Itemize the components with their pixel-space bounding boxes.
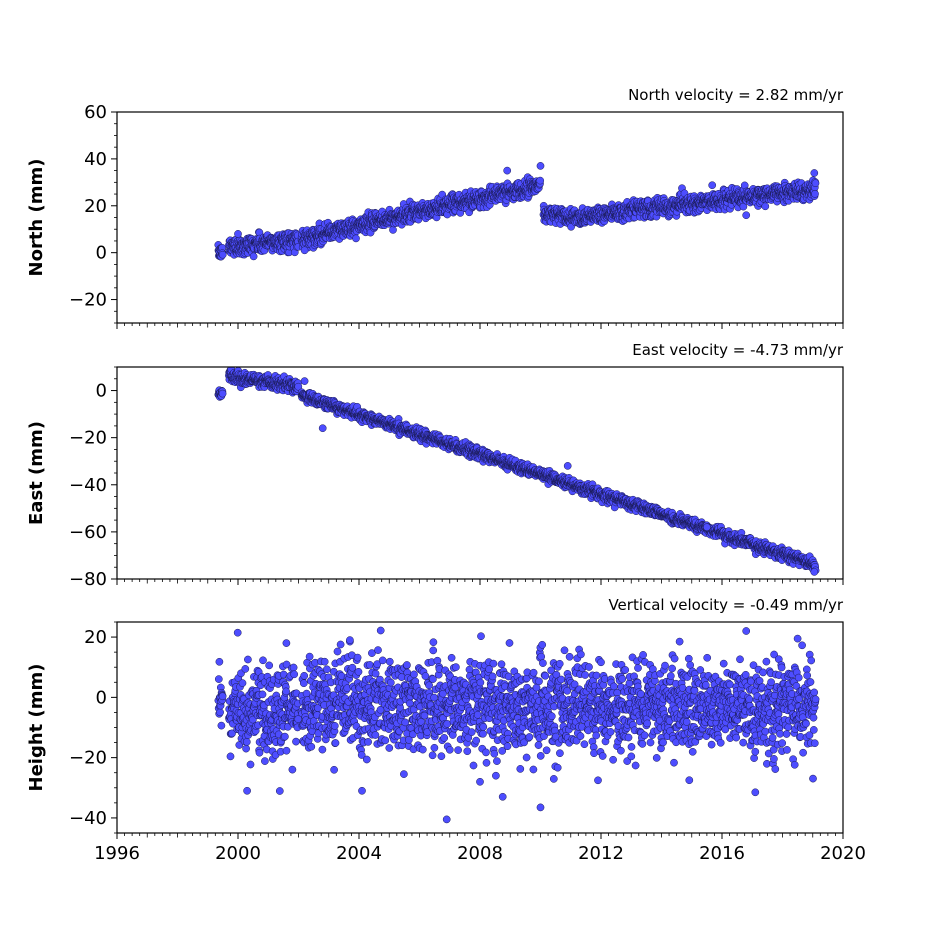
north-data-point — [742, 211, 751, 220]
east-ytick-label: 0 — [96, 381, 107, 402]
east-axis-label: East (mm) — [26, 421, 47, 525]
east-panel-title: East velocity = -4.73 mm/yr — [632, 341, 844, 359]
north-data-point — [249, 252, 258, 261]
east-ytick-label: −40 — [69, 475, 107, 496]
north-axis-label: North (mm) — [26, 159, 47, 277]
east-panel: −80 −60 −40 −20 0 East velocity = -4.73 mm/yr… — [26, 341, 844, 590]
east-data-point — [294, 382, 303, 391]
east-markers — [214, 367, 820, 576]
north-ytick-label: −20 — [69, 290, 107, 311]
east-data-point — [318, 424, 327, 433]
height-data-point — [218, 692, 227, 701]
height-data-point — [233, 628, 242, 637]
north-data-point — [536, 176, 545, 185]
north-data-point — [708, 181, 717, 190]
north-panel-title: North velocity = 2.82 mm/yr — [628, 86, 844, 104]
east-data-point — [563, 462, 572, 470]
north-data-point — [389, 226, 397, 234]
north-ytick-label: 60 — [84, 102, 107, 123]
east-ytick-label: −80 — [69, 569, 107, 590]
east-data-point — [810, 568, 819, 576]
east-ytick-label: −60 — [69, 522, 107, 543]
north-data-point — [810, 169, 819, 177]
height-data-point — [216, 708, 224, 717]
east-ytick-label: −20 — [69, 428, 107, 449]
north-data-point — [218, 250, 227, 259]
north-panel: −20 0 20 40 60 North velocity = 2.82 mm/yr Nor… — [26, 86, 844, 329]
height-data-point — [238, 679, 247, 687]
height-data-point — [226, 752, 235, 761]
north-markers — [214, 162, 820, 261]
north-ytick-label: 20 — [84, 196, 107, 217]
north-data-point — [300, 246, 309, 255]
north-data-point — [811, 179, 820, 188]
height-data-point — [215, 657, 224, 666]
height-data-point — [217, 721, 226, 730]
east-data-point — [703, 523, 711, 532]
north-data-point — [234, 230, 242, 238]
east-data-point — [300, 377, 309, 385]
north-data-point — [503, 166, 512, 175]
height-data-point — [214, 675, 223, 683]
north-ytick-label: 0 — [96, 243, 107, 264]
north-data-point — [761, 202, 770, 211]
north-ytick-label: 40 — [84, 149, 107, 170]
north-data-point — [536, 162, 545, 170]
north-data-point — [811, 190, 819, 198]
east-data-point — [218, 389, 227, 398]
north-data-point — [352, 234, 360, 243]
